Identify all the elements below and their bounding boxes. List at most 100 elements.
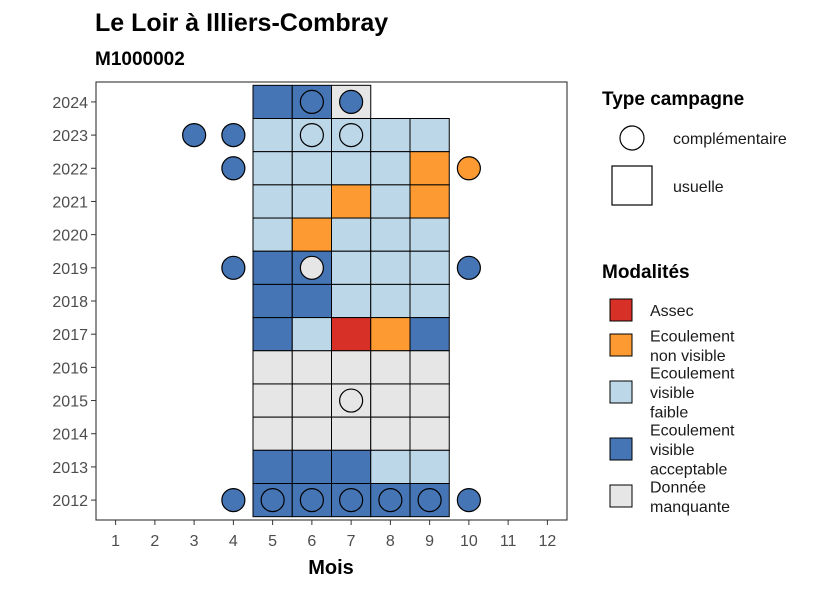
chart-subtitle: M1000002 xyxy=(95,49,185,70)
legend-key-label: Ecoulement xyxy=(650,328,735,345)
data-point xyxy=(221,487,246,513)
data-point xyxy=(299,487,324,513)
x-tick-label: 12 xyxy=(538,533,556,550)
heatmap-tile xyxy=(409,383,450,418)
data-point xyxy=(456,255,481,280)
y-tick-label: 2017 xyxy=(52,327,88,344)
heatmap-tile xyxy=(370,250,411,285)
heatmap-tile xyxy=(409,184,450,219)
data-point xyxy=(378,487,403,513)
heatmap-tile xyxy=(252,449,293,484)
x-tick-label: 8 xyxy=(386,533,395,550)
legend-type-title: Type campagne xyxy=(602,89,744,110)
data-point xyxy=(456,156,481,181)
x-tick-label: 11 xyxy=(500,533,517,550)
heatmap-tile xyxy=(252,350,293,385)
legend-modalites-title: Modalités xyxy=(602,262,690,283)
heatmap-tile xyxy=(252,250,293,285)
legend-key-swatch xyxy=(609,380,633,404)
data-point xyxy=(182,122,207,148)
y-tick-label: 2020 xyxy=(52,228,88,245)
legend-key-swatch xyxy=(609,484,633,508)
y-tick-label: 2016 xyxy=(52,360,88,377)
legend-key-label: non visible xyxy=(650,348,726,365)
heatmap-tile xyxy=(252,383,293,418)
heatmap-tile xyxy=(331,217,372,252)
legend-key-label: visible xyxy=(650,385,695,402)
data-point xyxy=(299,122,324,148)
heatmap-tile xyxy=(252,118,293,153)
heatmap-tile xyxy=(370,350,411,385)
heatmap-tile xyxy=(252,317,293,352)
heatmap-tile xyxy=(409,250,450,285)
y-tick-label: 2021 xyxy=(52,194,88,211)
heatmap-tile xyxy=(252,217,293,252)
y-tick-label: 2012 xyxy=(52,493,88,510)
legend-key-label: Assec xyxy=(650,303,694,320)
heatmap-tile xyxy=(252,416,293,451)
x-tick-label: 1 xyxy=(111,533,120,550)
heatmap-tile xyxy=(370,118,411,153)
heatmap-tile xyxy=(291,317,332,352)
data-point xyxy=(221,255,246,280)
legend-key-swatch xyxy=(609,333,633,357)
heatmap-tile xyxy=(409,283,450,319)
data-point xyxy=(260,487,285,513)
legend-key-swatch xyxy=(609,437,633,461)
heatmap-tile xyxy=(331,250,372,285)
legend-circle-key xyxy=(619,125,645,151)
y-tick-label: 2014 xyxy=(52,427,88,444)
heatmap-tile xyxy=(409,151,450,186)
legend-key-label: acceptable xyxy=(650,462,727,479)
heatmap-tile xyxy=(409,449,450,484)
y-tick-label: 2023 xyxy=(52,128,88,145)
heatmap-tile xyxy=(331,350,372,385)
heatmap-tile xyxy=(409,350,450,385)
data-point xyxy=(339,122,364,148)
data-point xyxy=(299,255,324,280)
y-tick-label: 2022 xyxy=(52,161,88,178)
heatmap-tile xyxy=(291,383,332,418)
y-tick-label: 2019 xyxy=(52,261,88,278)
heatmap-tile xyxy=(370,449,411,484)
x-tick-label: 6 xyxy=(307,533,316,550)
y-tick-label: 2024 xyxy=(52,95,88,112)
chart-title: Le Loir à Illiers-Combray xyxy=(95,9,388,37)
data-point xyxy=(456,487,481,513)
x-tick-label: 5 xyxy=(268,533,277,550)
x-tick-label: 7 xyxy=(347,533,356,550)
heatmap-tile xyxy=(409,416,450,451)
legend-key-label: faible xyxy=(650,405,688,422)
data-point xyxy=(339,388,364,413)
y-tick-label: 2018 xyxy=(52,294,88,311)
heatmap-tile xyxy=(409,118,450,153)
x-tick-label: 9 xyxy=(425,533,434,550)
heatmap-tile xyxy=(370,317,411,352)
heatmap-tile xyxy=(370,217,411,252)
points-layer xyxy=(182,89,481,513)
x-tick-label: 4 xyxy=(229,533,238,550)
legend-key-label: visible xyxy=(650,442,695,459)
legend-square-key xyxy=(611,165,653,206)
heatmap-tile xyxy=(252,283,293,319)
heatmap-tile xyxy=(252,84,293,120)
heatmap-tile xyxy=(291,217,332,252)
heatmap-tile xyxy=(370,283,411,319)
heatmap-tile xyxy=(370,416,411,451)
x-tick-label: 10 xyxy=(460,533,478,550)
legend-key-swatch xyxy=(609,298,633,322)
heatmap-tile xyxy=(252,151,293,186)
y-tick-label: 2013 xyxy=(52,460,88,477)
y-tick-label: 2015 xyxy=(52,394,88,411)
heatmap-tile xyxy=(291,283,332,319)
legend-key-label: Donnée xyxy=(650,479,706,496)
heatmap-tile xyxy=(291,416,332,451)
data-point xyxy=(339,89,364,115)
legend-type-label-complementaire: complémentaire xyxy=(673,131,787,148)
legend-type-label-usuelle: usuelle xyxy=(673,179,724,196)
heatmap-tile xyxy=(370,184,411,219)
heatmap-tile xyxy=(370,383,411,418)
heatmap-tile xyxy=(252,184,293,219)
